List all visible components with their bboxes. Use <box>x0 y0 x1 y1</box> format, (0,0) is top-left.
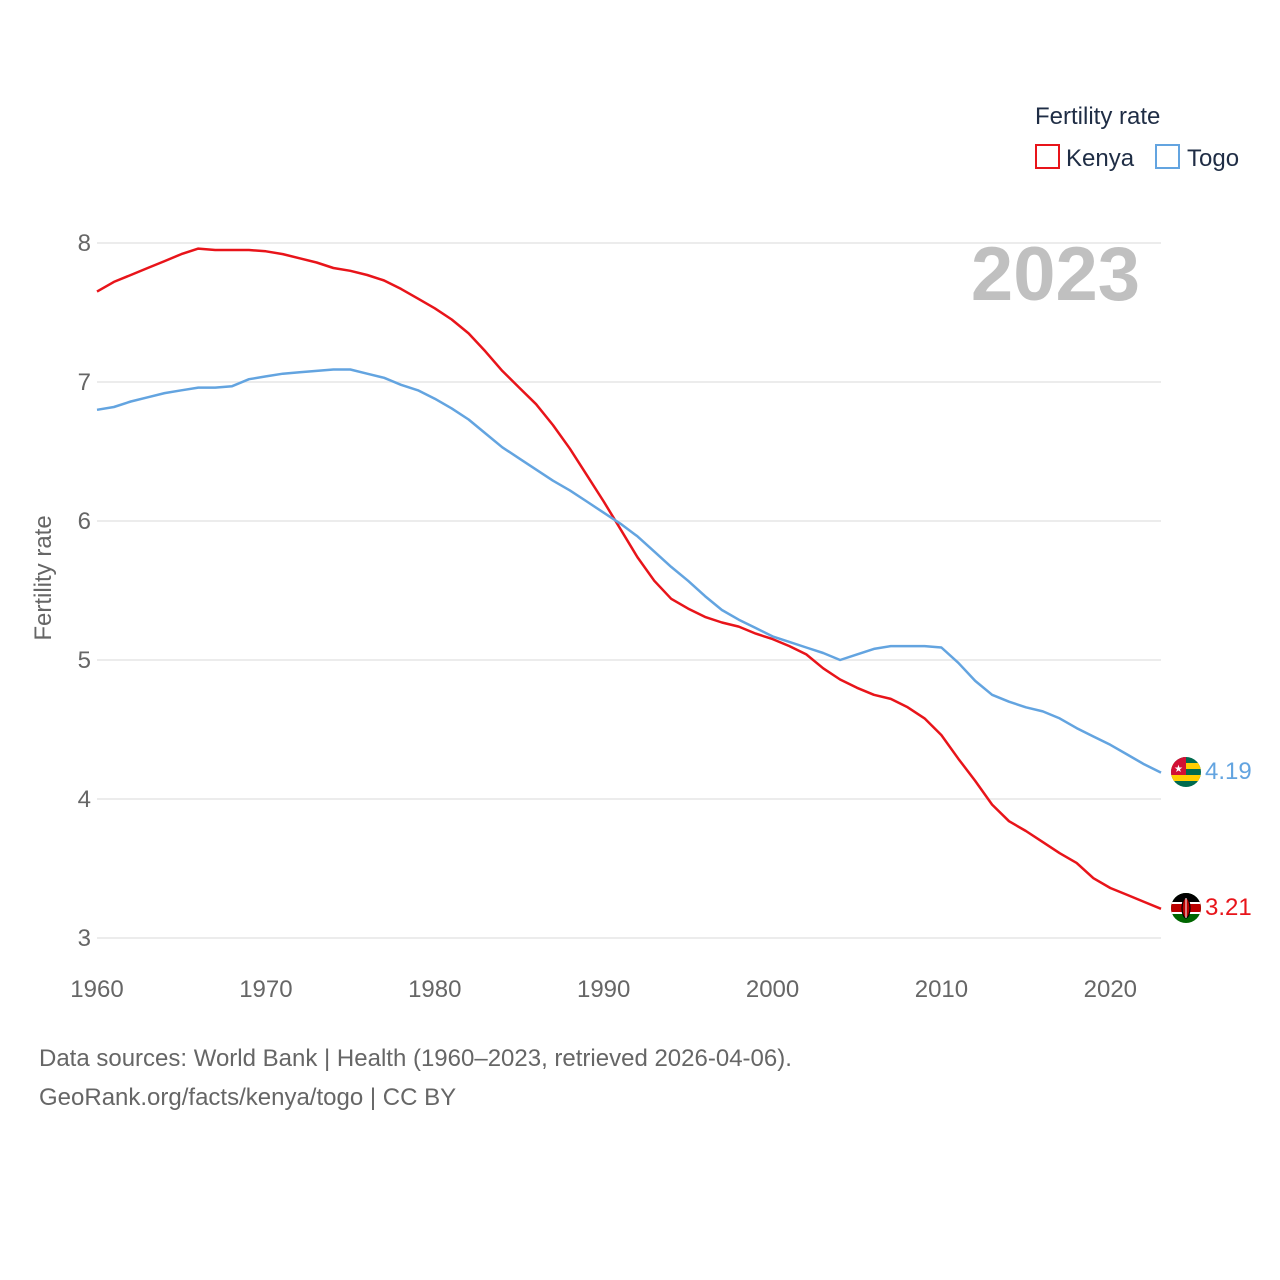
data-source-text: Data sources: World Bank | Health (1960–… <box>39 1045 792 1072</box>
series-lines <box>96 247 1162 910</box>
source-url-text[interactable]: GeoRank.org/facts/kenya/togo | CC BY <box>39 1084 457 1111</box>
legend-label-kenya: Kenya <box>1066 145 1135 172</box>
y-tick-label: 5 <box>78 647 91 674</box>
legend-swatch-togo <box>1155 144 1180 169</box>
y-tick-labels: 3 4 5 6 7 8 <box>78 230 91 952</box>
svg-text:★: ★ <box>1174 764 1183 775</box>
x-tick-label: 1980 <box>408 976 461 1003</box>
x-tick-label: 2000 <box>746 976 799 1003</box>
x-tick-label: 1960 <box>70 976 123 1003</box>
x-tick-label: 2020 <box>1084 976 1137 1003</box>
series-line-kenya <box>96 247 1162 910</box>
y-tick-label: 6 <box>78 508 91 535</box>
togo-end-label: 4.19 <box>1205 758 1252 785</box>
y-tick-label: 3 <box>78 925 91 952</box>
y-axis-title: Fertility rate <box>30 515 57 640</box>
year-label: 2023 <box>971 232 1140 317</box>
kenya-flag-icon <box>1171 893 1201 923</box>
x-tick-labels: 1960 1970 1980 1990 2000 2010 2020 <box>70 976 1137 1003</box>
y-tick-label: 4 <box>78 786 91 813</box>
x-tick-label: 1970 <box>239 976 292 1003</box>
y-tick-label: 7 <box>78 369 91 396</box>
x-tick-label: 1990 <box>577 976 630 1003</box>
togo-flag-icon: ★ <box>1171 757 1201 787</box>
y-tick-label: 8 <box>78 230 91 257</box>
legend-label-togo: Togo <box>1187 145 1239 172</box>
gridlines <box>97 242 1161 939</box>
x-tick-label: 2010 <box>915 976 968 1003</box>
legend-title: Fertility rate <box>1035 103 1160 130</box>
legend-swatch-kenya <box>1035 144 1060 169</box>
series-line-togo <box>96 368 1162 774</box>
kenya-end-label: 3.21 <box>1205 894 1252 921</box>
